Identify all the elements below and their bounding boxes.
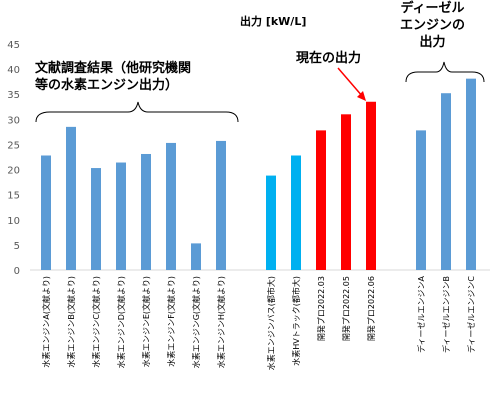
bar bbox=[316, 130, 326, 270]
y-tick-label: 15 bbox=[7, 191, 20, 202]
x-tick-label: ディーゼルエンジンA bbox=[416, 275, 426, 352]
brace-literature bbox=[35, 101, 239, 123]
y-tick-label: 20 bbox=[7, 166, 20, 177]
x-tick-label: 開発プロ2022.03 bbox=[317, 276, 326, 341]
x-tick-label: ディーゼルエンジンB bbox=[441, 276, 451, 353]
annotation-current-output: 現在の出力 bbox=[296, 51, 362, 66]
bar bbox=[266, 175, 276, 270]
bar bbox=[116, 162, 126, 270]
x-tick-label: 水素エンジンE(文献より) bbox=[141, 276, 151, 367]
y-tick-label: 10 bbox=[7, 216, 20, 227]
arrow-current-head bbox=[357, 91, 366, 101]
brace-diesel bbox=[405, 61, 485, 83]
bar bbox=[416, 130, 426, 270]
annotation-literature: 文献調査結果（他研究機関 等の水素エンジン出力） bbox=[35, 61, 192, 93]
x-tick-label: 水素エンジンD(文献より) bbox=[116, 276, 126, 368]
x-tick-label: 水素エンジンA(文献より) bbox=[41, 276, 51, 368]
bar bbox=[291, 155, 301, 270]
bar bbox=[466, 78, 476, 270]
y-axis-unit-title: 出力 [kW/L] bbox=[240, 15, 307, 28]
y-tick-label: 35 bbox=[7, 90, 20, 101]
y-tick-label: 40 bbox=[7, 65, 20, 76]
bar bbox=[41, 155, 51, 270]
y-tick-label: 0 bbox=[14, 266, 20, 277]
x-tick-label: 水素エンジンH(文献より) bbox=[216, 276, 226, 368]
y-tick-label: 5 bbox=[14, 241, 20, 252]
y-tick-label: 45 bbox=[7, 40, 20, 51]
bar bbox=[441, 93, 451, 271]
bar bbox=[141, 153, 151, 270]
x-tick-label: 水素エンジンF(文献より) bbox=[166, 276, 176, 367]
x-tick-label: 水素エンジンG(文献より) bbox=[191, 276, 201, 368]
bar bbox=[66, 126, 76, 270]
x-tick-label: 水素エンジンC(文献より) bbox=[91, 276, 101, 368]
y-tick-label: 25 bbox=[7, 140, 20, 151]
bar bbox=[341, 114, 351, 270]
bar bbox=[91, 168, 101, 270]
x-tick-label: ディーゼルエンジンC bbox=[466, 276, 476, 353]
x-tick-label: 水素HVトラック(都市大) bbox=[291, 276, 301, 366]
x-tick-label: 開発プロ2022.05 bbox=[342, 276, 351, 341]
bar bbox=[366, 101, 376, 270]
bar bbox=[166, 142, 176, 270]
x-tick-label: 開発プロ2022.06 bbox=[367, 276, 376, 341]
arrow-current-line bbox=[337, 67, 364, 98]
bar bbox=[216, 140, 226, 270]
bar bbox=[191, 243, 201, 270]
annotation-diesel-output: ディーゼル エンジンの 出力 bbox=[400, 1, 466, 50]
y-tick-label: 30 bbox=[7, 115, 20, 126]
x-tick-label: 水素エンジンバス(都市大) bbox=[266, 276, 276, 370]
x-tick-label: 水素エンジンB(文献より) bbox=[66, 276, 76, 368]
